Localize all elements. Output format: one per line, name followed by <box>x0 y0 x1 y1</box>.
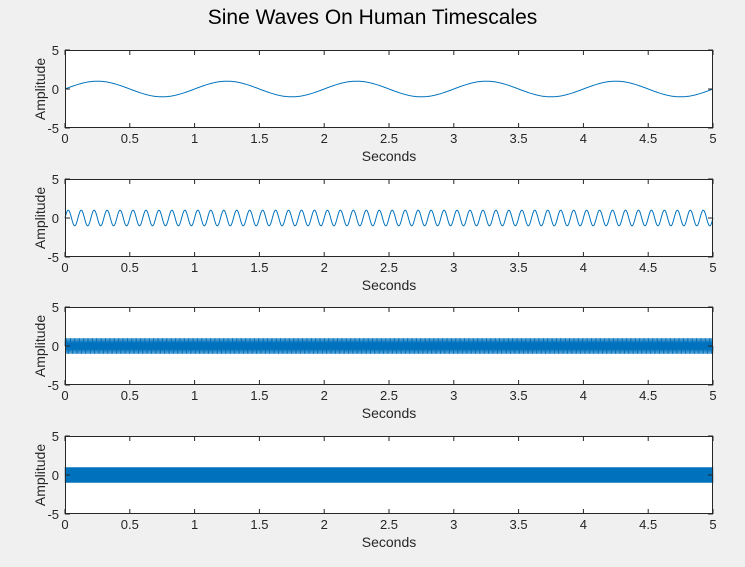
x-tick-label: 1 <box>191 131 198 146</box>
x-tick-label: 2 <box>321 131 328 146</box>
x-tick-label: 0 <box>61 517 68 532</box>
x-tick-label: 1 <box>191 260 198 275</box>
x-tick-label: 2.5 <box>380 260 398 275</box>
x-tick-label: 3.5 <box>510 131 528 146</box>
x-tick-label: 3.5 <box>510 260 528 275</box>
x-tick-label: 0 <box>61 388 68 403</box>
y-axis-label: Amplitude <box>32 315 48 377</box>
x-tick-label: 5 <box>709 388 716 403</box>
x-tick-label: 3 <box>450 260 457 275</box>
y-axis-label: Amplitude <box>32 187 48 249</box>
x-tick-label: 4 <box>580 517 587 532</box>
x-tick-label: 5 <box>709 260 716 275</box>
y-axis-label: Amplitude <box>32 58 48 120</box>
x-tick-label: 4 <box>580 388 587 403</box>
y-tick-label: 0 <box>52 339 59 354</box>
y-tick-label: -5 <box>47 250 59 265</box>
y-tick-label: -5 <box>47 507 59 522</box>
x-tick-label: 2.5 <box>380 517 398 532</box>
y-tick-label: 5 <box>52 300 59 315</box>
x-tick-label: 1.5 <box>250 260 268 275</box>
x-tick-label: 0.5 <box>121 131 139 146</box>
x-tick-label: 0 <box>61 131 68 146</box>
x-tick-label: 3.5 <box>510 388 528 403</box>
y-tick-label: -5 <box>47 121 59 136</box>
series-line <box>64 467 714 483</box>
series-line <box>64 209 714 227</box>
subplot-1: 0 0.5 1 1.5 2 2.5 3 3.5 4 4.5 550-5SecondsAmplitud… <box>32 43 717 164</box>
x-tick-label: 1 <box>191 388 198 403</box>
y-tick-label: 0 <box>52 211 59 226</box>
y-tick-label: 5 <box>52 172 59 187</box>
subplot-3: 0 0.5 1 1.5 2 2.5 3 3.5 4 4.5 550-5SecondsAmplitud… <box>32 300 717 421</box>
x-tick-label: 0.5 <box>121 517 139 532</box>
x-tick-label: 1.5 <box>250 517 268 532</box>
x-tick-label: 4.5 <box>639 260 657 275</box>
y-axis-label: Amplitude <box>32 444 48 506</box>
x-tick-label: 2.5 <box>380 131 398 146</box>
x-tick-label: 0 <box>61 260 68 275</box>
x-tick-label: 0.5 <box>121 388 139 403</box>
series-line <box>64 80 714 98</box>
x-tick-label: 5 <box>709 131 716 146</box>
x-tick-label: 0.5 <box>121 260 139 275</box>
figure-title: Sine Waves On Human Timescales <box>207 6 538 29</box>
x-tick-label: 2 <box>321 388 328 403</box>
x-tick-label: 4.5 <box>639 131 657 146</box>
x-tick-label: 3.5 <box>510 517 528 532</box>
x-tick-label: 2.5 <box>380 388 398 403</box>
y-tick-label: -5 <box>47 378 59 393</box>
y-tick-label: 5 <box>52 429 59 444</box>
subplot-4: 0 0.5 1 1.5 2 2.5 3 3.5 4 4.5 550-5SecondsAmplitud… <box>32 429 717 550</box>
series-line <box>64 338 714 354</box>
x-tick-label: 4.5 <box>639 517 657 532</box>
x-tick-label: 1.5 <box>250 131 268 146</box>
x-tick-label: 5 <box>709 517 716 532</box>
x-axis-label: Seconds <box>362 534 416 550</box>
x-tick-label: 1.5 <box>250 388 268 403</box>
x-axis-label: Seconds <box>362 148 416 164</box>
x-axis-label: Seconds <box>362 277 416 293</box>
x-tick-label: 2 <box>321 260 328 275</box>
x-tick-label: 4.5 <box>639 388 657 403</box>
x-tick-label: 4 <box>580 260 587 275</box>
x-tick-label: 3 <box>450 517 457 532</box>
y-tick-label: 0 <box>52 82 59 97</box>
x-axis-label: Seconds <box>362 405 416 421</box>
x-tick-label: 2 <box>321 517 328 532</box>
y-tick-label: 0 <box>52 468 59 483</box>
y-tick-label: 5 <box>52 43 59 58</box>
subplot-2: 0 0.5 1 1.5 2 2.5 3 3.5 4 4.5 550-5SecondsAmplitud… <box>32 172 717 293</box>
x-tick-label: 3 <box>450 131 457 146</box>
x-tick-label: 4 <box>580 131 587 146</box>
x-tick-label: 3 <box>450 388 457 403</box>
x-tick-label: 1 <box>191 517 198 532</box>
